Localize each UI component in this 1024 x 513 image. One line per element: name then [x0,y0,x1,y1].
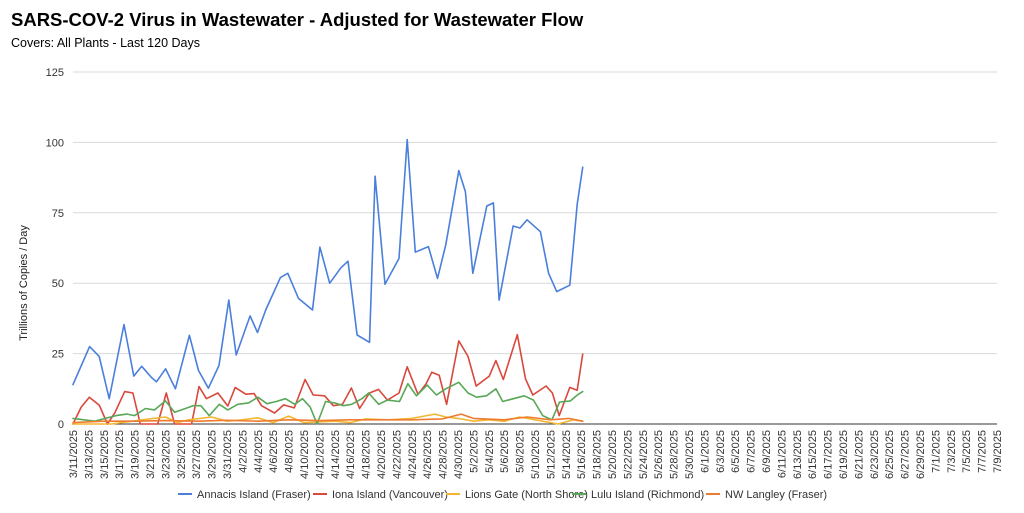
x-tick-label: 7/7/2025 [977,430,989,473]
x-tick-label: 3/17/2025 [114,430,126,479]
series-line-3 [72,381,584,425]
x-tick-label: 6/15/2025 [807,430,819,479]
y-tick-label: 100 [46,137,64,149]
y-tick-label: 50 [52,278,64,290]
x-tick-label: 4/10/2025 [299,430,311,479]
x-tick-label: 3/23/2025 [160,430,172,479]
x-tick-label: 3/13/2025 [83,430,95,479]
x-tick-label: 6/25/2025 [884,430,896,479]
x-tick-label: 3/11/2025 [68,430,80,478]
legend-item: Lulu Island (Richmond) [572,489,704,501]
x-tick-label: 5/28/2025 [669,430,681,479]
x-tick-label: 6/19/2025 [838,430,850,479]
x-tick-label: 3/19/2025 [130,430,142,479]
x-tick-label: 6/21/2025 [853,430,865,479]
x-tick-label: 4/6/2025 [268,430,280,473]
x-tick-label: 7/5/2025 [961,430,973,473]
gridlines [73,71,997,425]
x-axis-ticks: 3/11/2025 3/13/2025 3/15/2025 3/17/2025 3/19… [68,430,1004,479]
x-tick-label: 4/20/2025 [376,430,388,479]
x-tick-label: 3/29/2025 [207,430,219,479]
x-tick-label: 4/14/2025 [330,430,342,479]
x-tick-label: 7/1/2025 [930,430,942,473]
legend-label: Annacis Island (Fraser) [197,489,311,501]
x-tick-label: 4/28/2025 [438,430,450,479]
y-axis-label: Trillions of Copies / Day [18,225,30,341]
y-tick-label: 0 [58,419,64,431]
legend-item: Iona Island (Vancouver) [313,489,448,501]
legend-label: Lions Gate (North Shore) [465,489,588,501]
x-tick-label: 4/12/2025 [314,430,326,479]
x-tick-label: 5/22/2025 [622,430,634,479]
x-tick-label: 6/27/2025 [900,430,912,479]
series-lines [72,138,584,425]
legend-item: Lions Gate (North Shore) [446,489,588,501]
x-tick-label: 5/20/2025 [607,430,619,479]
x-tick-label: 3/27/2025 [191,430,203,479]
x-tick-label: 4/30/2025 [453,430,465,479]
x-tick-label: 5/10/2025 [530,430,542,479]
x-tick-label: 6/11/2025 [776,430,788,478]
x-tick-label: 4/18/2025 [361,430,373,479]
y-tick-label: 125 [46,67,64,79]
x-tick-label: 5/26/2025 [653,430,665,479]
x-tick-label: 6/9/2025 [761,430,773,473]
chart-subtitle: Covers: All Plants - Last 120 Days [11,36,200,50]
legend-item: Annacis Island (Fraser) [178,489,311,501]
x-tick-label: 6/29/2025 [915,430,927,479]
x-tick-label: 6/7/2025 [746,430,758,473]
x-tick-label: 5/24/2025 [638,430,650,479]
x-tick-label: 5/6/2025 [499,430,511,473]
legend-label: Lulu Island (Richmond) [591,489,704,501]
series-line-1 [72,333,584,425]
y-axis-ticks: 0 25 50 75 100 125 [46,67,64,431]
y-tick-label: 75 [52,208,64,220]
x-tick-label: 5/18/2025 [592,430,604,479]
x-tick-label: 5/30/2025 [684,430,696,479]
x-tick-label: 3/15/2025 [99,430,111,479]
y-tick-label: 25 [52,349,64,361]
x-tick-label: 5/14/2025 [561,430,573,479]
x-tick-label: 4/16/2025 [345,430,357,479]
x-tick-label: 6/17/2025 [823,430,835,479]
legend-item: NW Langley (Fraser) [706,489,827,501]
chart-title: SARS-COV-2 Virus in Wastewater - Adjuste… [11,9,584,30]
x-tick-label: 6/13/2025 [792,430,804,479]
x-tick-label: 3/21/2025 [145,430,157,479]
x-tick-label: 6/3/2025 [715,430,727,473]
x-tick-label: 4/22/2025 [391,430,403,479]
x-tick-label: 6/5/2025 [730,430,742,473]
x-tick-label: 5/2/2025 [468,430,480,473]
x-tick-label: 7/9/2025 [992,430,1004,473]
series-line-0 [72,138,584,400]
x-tick-label: 4/26/2025 [422,430,434,479]
x-tick-label: 5/8/2025 [515,430,527,473]
series-line-4 [72,413,584,424]
x-tick-label: 5/12/2025 [545,430,557,479]
x-tick-label: 7/3/2025 [946,430,958,473]
x-tick-label: 4/24/2025 [407,430,419,479]
x-tick-label: 5/16/2025 [576,430,588,479]
x-tick-label: 4/2/2025 [237,430,249,473]
x-tick-label: 4/8/2025 [284,430,296,473]
x-tick-label: 6/23/2025 [869,430,881,479]
x-tick-label: 5/4/2025 [484,430,496,473]
legend: Annacis Island (Fraser) Iona Island (Vanc… [178,489,827,501]
x-tick-label: 3/25/2025 [176,430,188,479]
x-tick-label: 3/31/2025 [222,430,234,479]
legend-label: Iona Island (Vancouver) [332,489,448,501]
legend-label: NW Langley (Fraser) [725,489,827,501]
x-tick-label: 4/4/2025 [253,430,265,473]
x-tick-label: 6/1/2025 [699,430,711,473]
